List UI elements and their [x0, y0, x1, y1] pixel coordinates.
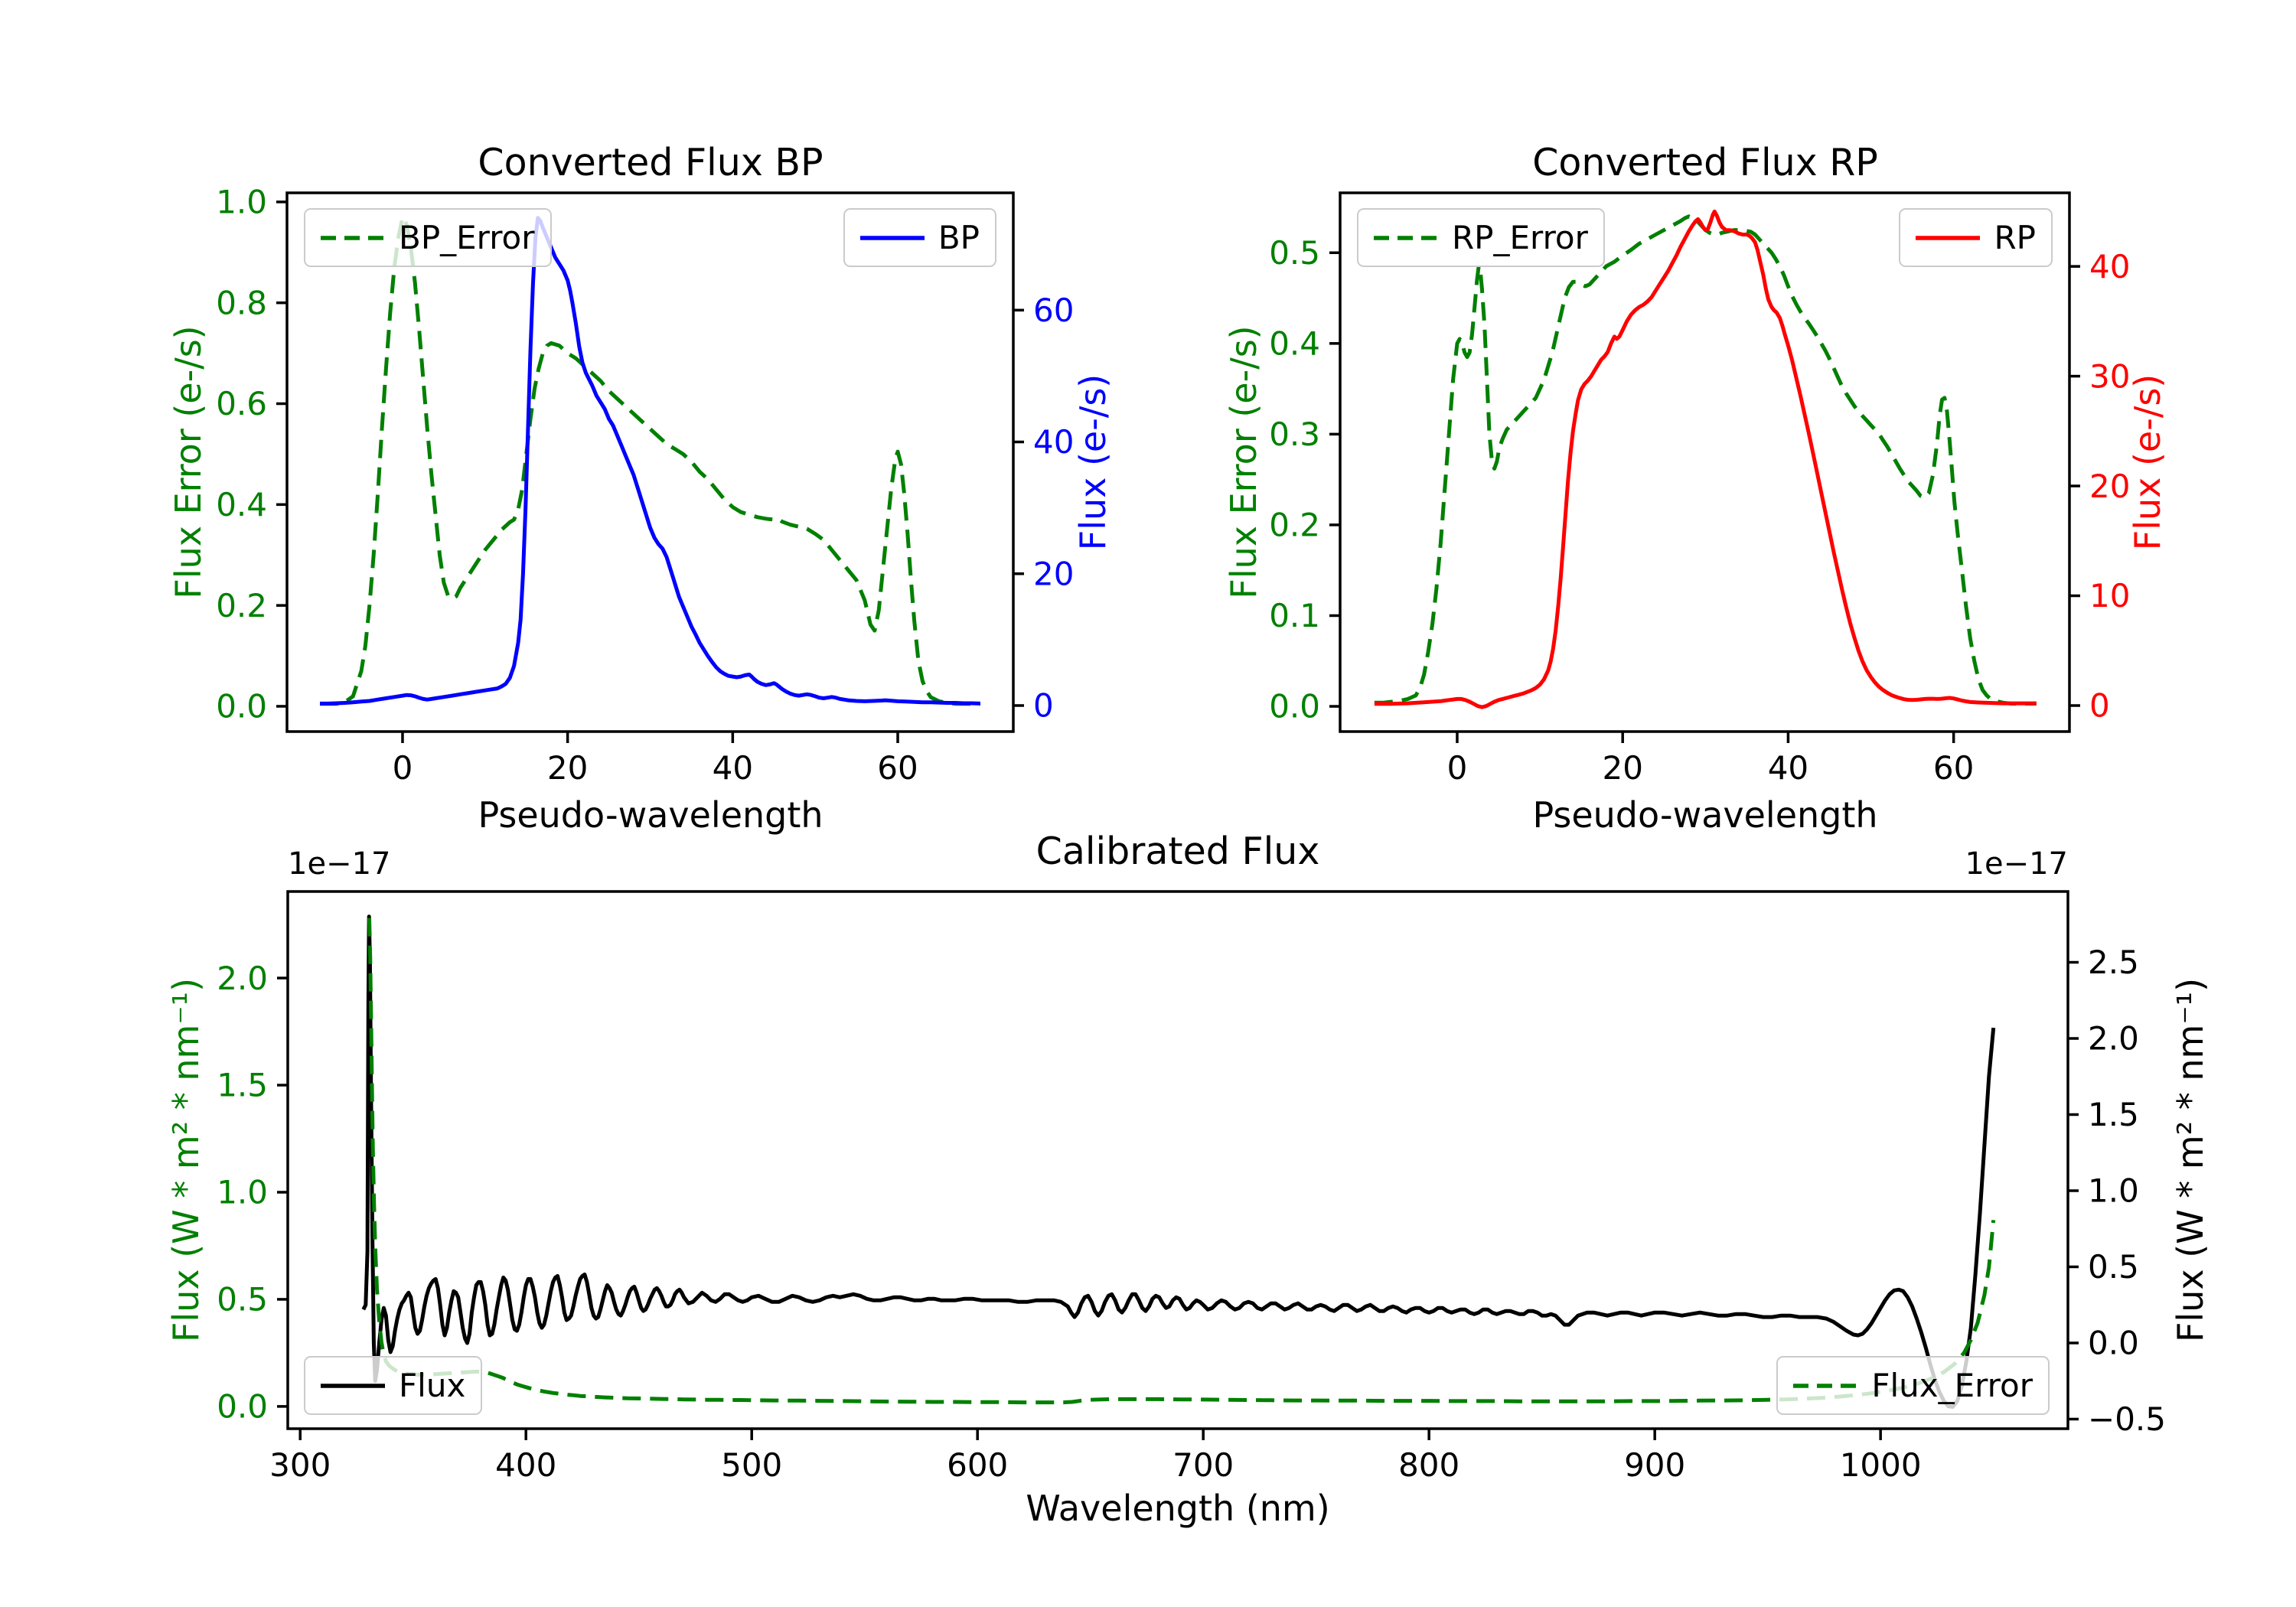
legend-bp-error: BP_Error — [304, 208, 552, 267]
legend-label: RP — [1994, 219, 2036, 256]
x-tick-label: 800 — [1398, 1446, 1459, 1484]
series-RP — [1374, 209, 2037, 709]
right-tick-label: 30 — [2089, 357, 2130, 395]
ylabel-bottom-left: Flux (W * m² * nm⁻¹) — [165, 977, 207, 1343]
left-tick-label: 0.5 — [217, 1281, 268, 1319]
right-tick-label: 2.0 — [2088, 1020, 2139, 1058]
legend-label: RP_Error — [1452, 219, 1588, 256]
left-tick-label: 0.3 — [1269, 416, 1320, 453]
legend-rp: RP — [1899, 208, 2053, 267]
left-tick-label: 0.0 — [216, 688, 267, 725]
series-Flux — [361, 914, 1996, 1409]
series-BP — [320, 216, 980, 706]
legend-line-dashed-icon — [1374, 235, 1438, 240]
chart-title-calibrated: Calibrated Flux — [1035, 830, 1320, 873]
left-tick-label: 1.5 — [217, 1067, 268, 1104]
xlabel-bottom: Wavelength (nm) — [1026, 1488, 1330, 1529]
ylabel-bp-left: Flux Error (e-/s) — [168, 325, 209, 599]
legend-flux-error: Flux_Error — [1776, 1356, 2050, 1415]
legend-line-solid-icon — [321, 1383, 385, 1388]
offset-text-right: 1e−17 — [1965, 846, 2068, 882]
right-tick-label: 0.5 — [2088, 1248, 2139, 1286]
axes-spines — [285, 191, 1015, 733]
ylabel-bottom-right: Flux (W * m² * nm⁻¹) — [2170, 977, 2211, 1343]
x-tick-label: 300 — [269, 1446, 331, 1484]
x-tick-label: 600 — [947, 1446, 1008, 1484]
left-tick-label: 0.1 — [1269, 597, 1320, 634]
right-tick-label: 0 — [2089, 687, 2110, 725]
right-tick-label: 10 — [2089, 577, 2130, 614]
left-tick-label: 0.4 — [1269, 325, 1320, 363]
axes-bp: 0 20 40 60 0.0 0.2 0.4 0.6 0.8 1.0 0 20 40 60 — [216, 184, 1074, 787]
legend-label: Flux — [399, 1367, 466, 1404]
right-tick-label: 20 — [1033, 555, 1074, 592]
x-tick-label: 400 — [495, 1446, 556, 1484]
axes-spines — [286, 890, 2069, 1430]
x-tick-label: 500 — [721, 1446, 782, 1484]
right-tick-label: 2.5 — [2088, 944, 2139, 981]
xlabel-rp: Pseudo-wavelength — [1532, 794, 1878, 836]
right-tick-label: 0.0 — [2088, 1325, 2139, 1362]
x-tick-label: 900 — [1624, 1446, 1685, 1484]
right-tick-label: 60 — [1033, 292, 1074, 329]
legend-line-dashed-icon — [1793, 1383, 1858, 1388]
legend-flux: Flux — [304, 1356, 483, 1415]
right-tick-label: 20 — [2089, 468, 2130, 505]
x-tick-label: 700 — [1172, 1446, 1234, 1484]
axes-rp: 0 20 40 60 0.0 0.1 0.2 0.3 0.4 0.5 0 10 20 30 40 — [1269, 191, 2130, 787]
x-tick-label: 0 — [1447, 749, 1468, 787]
legend-line-solid-icon — [1916, 235, 1981, 240]
legend-rp-error: RP_Error — [1357, 208, 1605, 267]
axes-spines — [1339, 191, 2071, 733]
series-Flux_Error — [367, 918, 1996, 1405]
offset-text-left: 1e−17 — [288, 846, 391, 882]
right-tick-label: 1.5 — [2088, 1096, 2139, 1133]
left-tick-label: 1.0 — [217, 1174, 268, 1211]
legend-bp: BP — [843, 208, 996, 267]
chart-title-bp: Converted Flux BP — [478, 141, 823, 184]
chart-title-rp: Converted Flux RP — [1532, 141, 1878, 184]
left-tick-label: 0.0 — [1269, 688, 1320, 725]
ylabel-bp-right: Flux (e-/s) — [1072, 373, 1114, 551]
x-tick-label: 40 — [713, 749, 753, 787]
ylabel-rp-right: Flux (e-/s) — [2127, 373, 2168, 551]
right-tick-label: 0 — [1033, 687, 1054, 725]
series-RP_Error — [1374, 214, 2037, 706]
right-tick-label: 1.0 — [2088, 1172, 2139, 1210]
x-tick-label: 60 — [877, 749, 918, 787]
legend-label: Flux_Error — [1871, 1367, 2033, 1404]
left-tick-label: 0.2 — [1269, 507, 1320, 544]
right-tick-label: 40 — [1033, 423, 1074, 461]
right-tick-label: 40 — [2089, 248, 2130, 285]
ylabel-rp-left: Flux Error (e-/s) — [1223, 325, 1264, 599]
series-BP_Error — [320, 215, 980, 706]
left-tick-label: 0.6 — [216, 385, 267, 422]
legend-line-dashed-icon — [321, 235, 385, 240]
legend-label: BP — [938, 219, 980, 256]
right-tick-label: −0.5 — [2088, 1400, 2166, 1438]
x-tick-label: 20 — [1602, 749, 1642, 787]
left-tick-label: 0.4 — [216, 486, 267, 523]
legend-line-solid-icon — [859, 235, 925, 240]
left-tick-label: 2.0 — [217, 960, 268, 997]
xlabel-bp: Pseudo-wavelength — [478, 794, 823, 836]
left-tick-label: 0.8 — [216, 284, 267, 321]
left-tick-label: 0.5 — [1269, 234, 1320, 272]
left-tick-label: 1.0 — [216, 184, 267, 221]
x-tick-label: 60 — [1933, 749, 1974, 787]
legend-label: BP_Error — [399, 219, 535, 256]
x-tick-label: 20 — [547, 749, 588, 787]
x-tick-label: 0 — [393, 749, 413, 787]
left-tick-label: 0.2 — [216, 587, 267, 624]
x-tick-label: 40 — [1768, 749, 1808, 787]
x-tick-label: 1000 — [1840, 1446, 1922, 1484]
left-tick-label: 0.0 — [217, 1388, 268, 1426]
